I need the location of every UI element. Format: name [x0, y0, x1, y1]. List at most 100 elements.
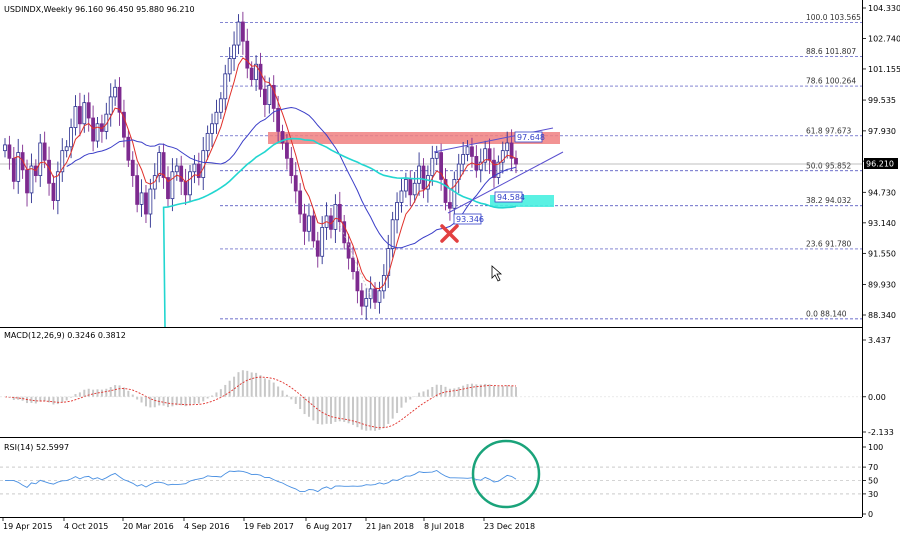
fib-level-label: 23.6 91.780	[806, 239, 852, 248]
candle-body	[417, 165, 421, 184]
candle-body	[117, 86, 122, 113]
candle-body	[240, 21, 245, 42]
support-label-box	[494, 191, 523, 203]
candle-body	[483, 148, 488, 163]
candle-body	[487, 148, 492, 161]
macd-indicator	[0, 370, 862, 431]
current-price-tag: 96.210	[864, 158, 898, 169]
candle-body	[333, 204, 338, 230]
low-label-box	[453, 213, 482, 225]
candle-body	[514, 157, 518, 165]
candle-body	[280, 131, 285, 144]
candle-body	[403, 179, 408, 192]
candle-body	[82, 102, 87, 125]
ma-cyan-line	[162, 137, 517, 328]
candle-body	[421, 165, 426, 190]
current-price-value: 96.210	[866, 160, 894, 169]
candle-body	[364, 298, 369, 307]
candle-body	[135, 175, 140, 205]
rsi-line	[5, 469, 517, 493]
rsi-tick-label: 100	[868, 443, 883, 452]
rsi-title: RSI(14) 52.5997	[4, 443, 69, 452]
channel-lower-line	[447, 151, 564, 214]
candle-body	[227, 58, 232, 75]
candle-body	[271, 84, 276, 109]
symbol-header: USDINDX,Weekly 96.160 96.450 95.880 96.2…	[4, 5, 195, 14]
fib-level-label: 61.8 97.673	[806, 126, 852, 135]
moving-averages	[13, 57, 517, 328]
candle-body	[218, 98, 223, 113]
candle-body	[355, 271, 360, 292]
candle-body	[166, 177, 170, 200]
candle-body	[183, 180, 188, 196]
candle-body	[51, 182, 56, 201]
candle-body	[434, 152, 439, 159]
candle-body	[205, 132, 210, 152]
candle-body	[430, 157, 435, 177]
fib-level-label: 50.0 95.852	[806, 161, 852, 170]
ema-fast-line	[13, 57, 517, 290]
candle-body	[311, 215, 316, 242]
candle-body	[64, 146, 69, 152]
time-tick-label: 20 Mar 2016	[123, 522, 174, 531]
candle-body	[505, 142, 510, 152]
candle-body	[302, 213, 307, 232]
candle-body	[157, 152, 162, 177]
price-tick-label: 89.930	[868, 280, 896, 289]
time-tick-label: 8 Jul 2018	[424, 522, 464, 531]
candle-body	[359, 290, 364, 307]
candle-body	[395, 202, 399, 221]
candle-body	[113, 86, 118, 98]
candle-body	[298, 190, 303, 215]
rsi-tick-label: 70	[868, 463, 878, 472]
ma-slow-line	[66, 106, 517, 249]
price-tick-label: 104.330	[868, 4, 900, 13]
candle-body	[232, 44, 236, 59]
candle-body	[342, 221, 347, 244]
resistance-label: 97.648	[517, 133, 545, 142]
time-tick-label: 19 Apr 2015	[3, 522, 52, 531]
candle-body	[11, 157, 16, 182]
candle-body	[346, 242, 351, 259]
candle-body	[452, 179, 457, 209]
candle-body	[108, 96, 113, 115]
candle-body	[461, 154, 466, 165]
price-tick-label: 102.740	[868, 35, 900, 44]
candle-body	[7, 144, 12, 159]
candle-body	[73, 106, 78, 129]
time-tick-label: 19 Feb 2017	[244, 522, 294, 531]
candle-body	[448, 202, 452, 209]
rsi-indicator	[0, 466, 862, 495]
fib-level-label: 0.0 88.140	[806, 309, 847, 318]
fib-level-label: 88.6 101.807	[806, 47, 856, 56]
price-annotations: 97.648 94.584 93.346	[453, 131, 545, 225]
candle-body	[500, 150, 505, 163]
time-tick-label: 4 Oct 2015	[64, 522, 108, 531]
candle-body	[25, 169, 29, 194]
candle-body	[412, 182, 417, 196]
time-tick-label: 23 Dec 2018	[484, 522, 535, 531]
macd-signal-line	[4, 376, 517, 429]
candle-body	[254, 63, 258, 81]
candle-body	[144, 192, 148, 215]
candle-body	[315, 240, 320, 257]
candle-body	[47, 159, 51, 184]
candle-body	[104, 113, 109, 132]
fib-level-label: 38.2 94.032	[806, 196, 852, 205]
candle-body	[456, 163, 461, 180]
candle-body	[492, 159, 496, 178]
macd-tick-label: 0.00	[868, 393, 886, 402]
fib-level-label: 100.0 103.565	[806, 13, 861, 22]
price-tick-label: 94.730	[868, 188, 896, 197]
time-tick-label: 4 Sep 2016	[184, 522, 230, 531]
rsi-tick-label: 30	[868, 490, 878, 499]
price-tick-label: 91.550	[868, 249, 896, 258]
candle-body	[86, 102, 91, 119]
time-tick-label: 6 Aug 2017	[306, 522, 352, 531]
candle-body	[236, 21, 241, 46]
candle-body	[337, 204, 342, 223]
support-label: 94.584	[497, 193, 525, 202]
candle-body	[174, 165, 179, 173]
